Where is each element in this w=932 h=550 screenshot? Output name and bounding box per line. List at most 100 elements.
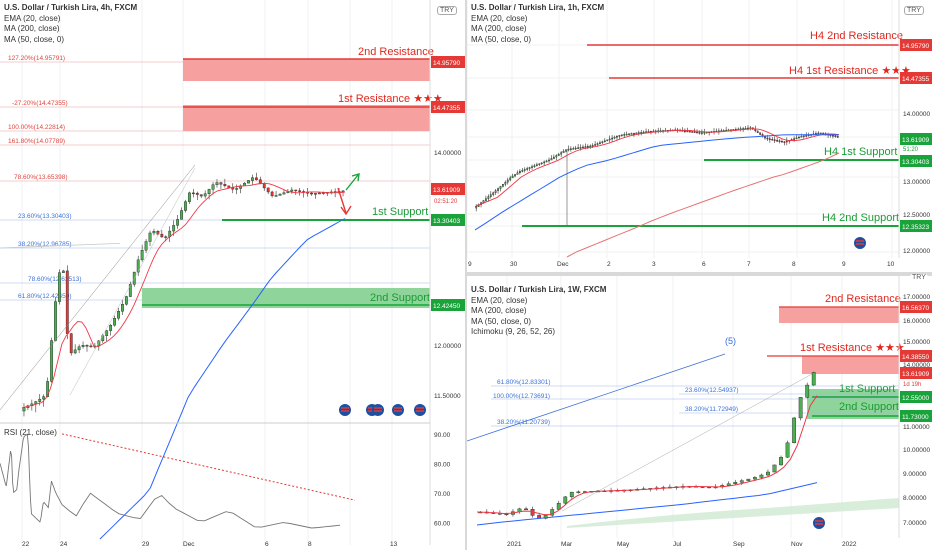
left-currency-badge[interactable]: TRY [437,6,457,15]
left-x-label: 24 [60,541,68,548]
rt-candle [684,130,686,132]
left-candle [101,335,105,342]
rt-candle [548,159,550,162]
left-candle [124,296,128,305]
rb-countdown: 1d 19h [903,382,921,388]
rt-candle [696,131,698,134]
left-candle [223,184,227,187]
rb-ma50-line [476,482,818,526]
left-candle [176,219,179,226]
rt-candle [485,198,487,201]
us-flag-icon-stripes [374,407,382,412]
left-candle [77,346,81,351]
rb-price-tick: 9.00000 [903,471,927,478]
left-x-label: 6 [265,541,269,548]
rt-candle [523,169,526,171]
left-x-label: 22 [22,541,30,548]
right-bottom-ma200-label: MA (200, close) [471,306,527,315]
rt-candle [586,146,589,148]
rt-candle [567,148,570,151]
right-top-currency-badge[interactable]: TRY [904,6,924,15]
left-candle [254,177,258,180]
rb-s1-label: 1st Support [839,383,895,395]
left-candle [152,231,156,234]
left-candle [262,183,266,189]
left-candle [180,210,183,220]
rb-r2-zone [779,307,899,323]
rt-candle [773,139,776,141]
left-candle [172,225,176,232]
left-chart-panel[interactable]: 127.20%(14.95791) -27.20%(14.47355) 100.00… [0,0,465,550]
left-chart-svg[interactable]: 127.20%(14.95791) -27.20%(14.47355) 100.00… [0,0,465,550]
rt-candle [647,131,650,133]
right-bottom-currency-label: TRY [910,274,928,281]
rt-candle [628,133,630,135]
left-candle [69,333,73,354]
rb-candle [746,478,751,481]
rb-price-tick: 17.00000 [903,294,930,301]
left-arrow-down [337,187,347,214]
rb-x-label: May [617,541,630,548]
left-candle [144,241,148,251]
rb-candle [752,477,757,480]
rt-candle [509,177,512,181]
rt-candle [618,135,621,137]
rt-candle [798,136,800,139]
left-candle [227,185,231,188]
rb-candle [556,502,561,510]
left-price-tag-r2-bg [431,56,465,68]
left-arrow-up-head [351,173,360,182]
rb-wave-line [467,353,726,442]
rt-price-tag-last: 13.61909 [902,137,929,144]
left-price-tick: 11.50000 [434,393,461,400]
rt-candle [560,152,563,155]
us-flag-icon-stripes [394,407,402,412]
rt-candle [545,160,548,163]
rb-x-label: Nov [791,541,803,548]
rt-candle [582,146,584,149]
panel-divider-horizontal[interactable] [467,272,932,276]
rt-candle [795,137,798,140]
left-candle [188,192,191,202]
left-fib-label: 78.60%(13.65398) [14,174,68,181]
right-top-chart-panel[interactable]: H4 2nd Resistance H4 1st Resistance ★★★ H4… [467,0,932,272]
rt-ma200-line [566,152,840,258]
right-bottom-chart-panel[interactable]: 2nd Resistance 1st Resistance ★★★ 1st Supp… [467,274,932,550]
left-candle [310,192,313,195]
left-candle [215,182,219,185]
rb-candle [524,508,528,511]
rb-candle [785,442,790,458]
rb-s2-label: 2nd Support [839,401,899,413]
rt-candle [785,140,788,143]
us-flag-icon [339,404,351,416]
right-top-chart-svg[interactable]: H4 2nd Resistance H4 1st Resistance ★★★ H4… [467,0,932,272]
rt-candle [637,132,640,134]
left-price-tag-r1: 14.47355 [433,105,460,112]
left-ma50-line [99,218,346,540]
left-candle [270,191,274,197]
rt-candle [499,186,502,189]
rb-x-label: Sep [733,541,745,548]
rt-candle [543,161,546,164]
rb-fib-label: 100.00%(12.73691) [493,393,550,400]
rt-candle [492,192,495,195]
rt-candle [630,133,633,135]
left-fib-label: 78.60%(12.63513) [28,276,82,283]
rt-candle [686,130,689,133]
rt-candle [540,162,543,165]
left-candle [278,193,282,196]
right-bottom-chart-svg[interactable]: 2nd Resistance 1st Resistance ★★★ 1st Supp… [467,276,932,550]
rt-candle [577,147,580,149]
rt-candle [475,206,478,209]
rt-price-tag-s2: 12.35323 [902,224,929,231]
rt-candle [526,168,529,170]
rb-candle [779,456,783,466]
left-fib-label: 23.60%(13.30403) [18,213,72,220]
rt-candle [504,181,507,185]
rt-candle [502,184,504,187]
rt-price-tag-s1-bg [900,155,932,167]
rt-candle [834,135,837,137]
panel-divider-vertical[interactable] [465,0,467,550]
left-price-tick: 14.00000 [434,150,461,157]
rt-price-tick: 14.00000 [903,111,930,118]
